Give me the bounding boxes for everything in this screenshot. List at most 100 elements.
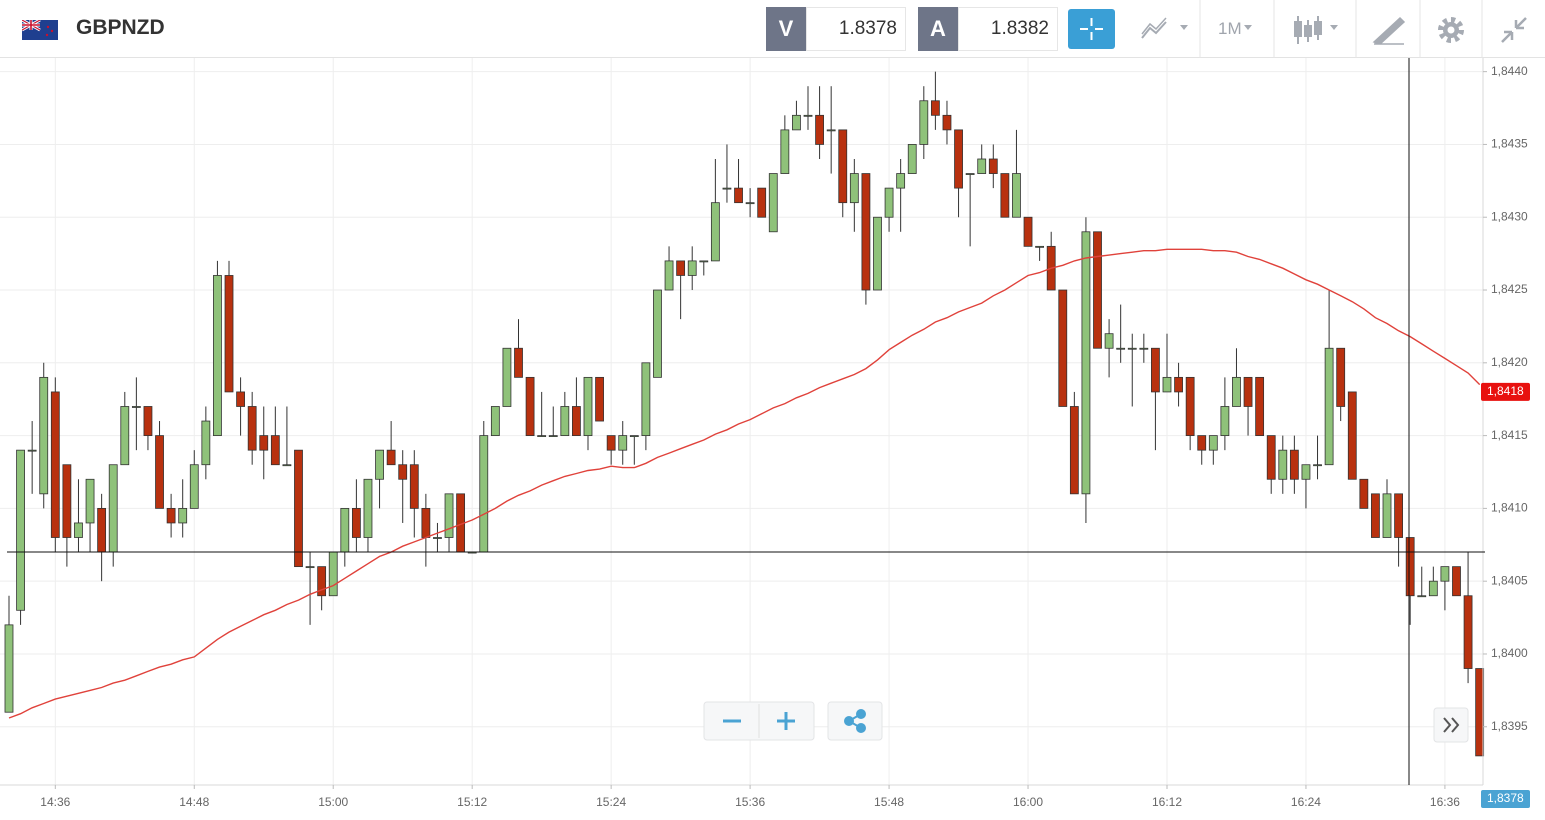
candle-body: [560, 406, 570, 437]
candle-body: [838, 129, 848, 204]
candle-body: [236, 391, 245, 407]
candle-body: [1208, 435, 1218, 451]
toolbar: GBPNZD V 1.8378 A 1.8382 1M: [0, 0, 1545, 58]
candle-body: [16, 449, 25, 611]
price-label: 1,8378: [1487, 791, 1524, 805]
y-tick-label: 1,8440: [1491, 64, 1528, 78]
candle-body: [687, 260, 697, 276]
x-tick-label: 16:00: [1013, 795, 1043, 809]
candle-body: [930, 100, 940, 116]
candle-body: [1232, 376, 1241, 407]
y-tick-label: 1,8410: [1491, 501, 1528, 515]
candle-icon[interactable]: [1294, 16, 1338, 44]
y-tick-label: 1,8420: [1491, 355, 1528, 369]
candle-body: [444, 493, 454, 538]
candle-body: [1104, 333, 1114, 349]
candle-body: [1463, 595, 1473, 669]
candle-body: [155, 435, 164, 509]
candle-body: [641, 362, 651, 437]
candle-body: [548, 435, 558, 438]
moving-average-line: [8, 248, 1481, 719]
candle-body: [178, 507, 188, 524]
collapse-icon[interactable]: [1501, 17, 1527, 43]
candle-body: [676, 260, 686, 276]
candle-body: [768, 173, 778, 233]
timeframe-arrow[interactable]: [1244, 25, 1252, 30]
candle-body: [4, 624, 14, 713]
price-label-box: [1481, 790, 1530, 808]
candle-body: [62, 464, 72, 538]
candle-body: [108, 464, 118, 553]
candle-body: [1440, 566, 1450, 582]
y-tick-label: 1,8395: [1491, 719, 1528, 733]
candle-body: [780, 129, 790, 174]
candle-body: [965, 173, 975, 175]
candle-body: [340, 507, 350, 553]
candle-body: [433, 537, 442, 539]
x-tick-label: 15:48: [874, 795, 904, 809]
y-tick-label: 1,8400: [1491, 646, 1528, 660]
bid-price: 1.8378: [806, 7, 906, 51]
candle-body: [1058, 289, 1068, 407]
candle-body: [1289, 449, 1299, 480]
candle-body: [884, 187, 894, 218]
x-tick-label: 14:48: [179, 795, 209, 809]
x-tick-label: 16:36: [1430, 795, 1460, 809]
x-tick-label: 16:12: [1152, 795, 1182, 809]
candle-body: [143, 406, 153, 437]
candle-body: [1475, 668, 1485, 757]
candle-body: [745, 202, 755, 205]
candle-body: [328, 551, 338, 597]
symbol: GBPNZD: [76, 16, 165, 39]
candle-body: [74, 522, 83, 538]
candle-body: [247, 406, 257, 451]
y-tick-label: 1,8415: [1491, 428, 1528, 442]
candle-body: [1266, 435, 1276, 480]
candle-body: [1371, 493, 1380, 538]
candle-body: [537, 435, 547, 438]
candle-body: [1382, 493, 1392, 538]
draw-icon[interactable]: [1372, 16, 1406, 45]
candle-body: [282, 464, 292, 467]
share-button[interactable]: [844, 709, 866, 733]
zoom-in-button[interactable]: [777, 712, 795, 730]
candle-body: [1000, 173, 1010, 218]
candle-body: [977, 158, 987, 174]
ask-label: A: [918, 7, 958, 51]
candle-body: [988, 158, 998, 174]
candle-body: [317, 566, 327, 597]
candle-body: [375, 449, 384, 480]
candle-body: [363, 478, 373, 538]
y-tick-label: 1,8435: [1491, 137, 1528, 151]
candle-body: [1185, 376, 1195, 437]
candle-body: [1023, 216, 1033, 247]
scroll-right-button[interactable]: [1433, 707, 1469, 743]
candle-body: [97, 507, 107, 553]
x-tick-label: 14:36: [40, 795, 70, 809]
candle-body: [1428, 580, 1438, 597]
settings-icon[interactable]: [1438, 17, 1464, 43]
candle-body: [803, 114, 813, 117]
candle-body: [861, 173, 871, 291]
candle-body: [1324, 347, 1334, 466]
candle-body: [734, 187, 743, 204]
candle-body: [826, 129, 836, 132]
crosshair-button[interactable]: [1068, 9, 1115, 49]
candle-body: [1359, 478, 1369, 509]
candle-body: [1417, 595, 1427, 598]
candle-body: [270, 435, 280, 466]
candle-body: [1394, 493, 1403, 538]
candle-body: [1069, 406, 1079, 495]
candle-body: [120, 406, 130, 466]
candle-body: [305, 566, 315, 569]
candle-body: [1127, 347, 1137, 350]
candle-body: [479, 435, 489, 553]
ask-price: 1.8382: [958, 7, 1058, 51]
candle-body: [1116, 347, 1126, 350]
y-tick-label: 1,8405: [1491, 573, 1528, 587]
candle-body: [849, 173, 859, 204]
timeframe[interactable]: 1M: [1218, 19, 1242, 38]
candle-body: [1035, 245, 1045, 248]
chart-type-button[interactable]: [1141, 17, 1188, 39]
